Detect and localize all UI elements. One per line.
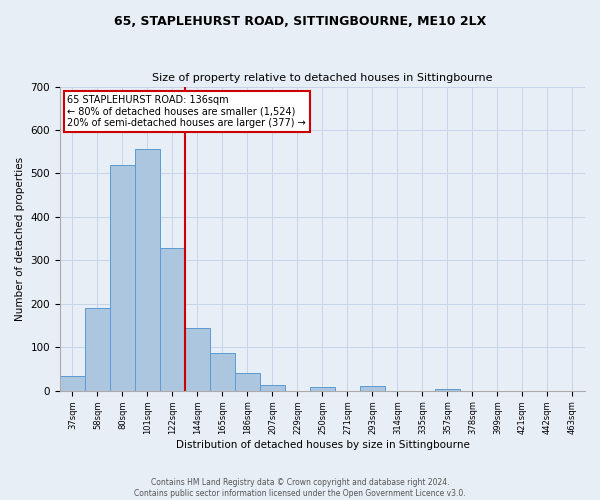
Bar [260, 384, 285, 390]
Bar [135, 148, 160, 390]
Bar [110, 165, 135, 390]
Bar [160, 248, 185, 390]
Bar [210, 353, 235, 391]
Text: 65, STAPLEHURST ROAD, SITTINGBOURNE, ME10 2LX: 65, STAPLEHURST ROAD, SITTINGBOURNE, ME1… [114, 15, 486, 28]
Bar [360, 386, 385, 390]
Bar [185, 328, 210, 390]
X-axis label: Distribution of detached houses by size in Sittingbourne: Distribution of detached houses by size … [176, 440, 469, 450]
Bar [60, 376, 85, 390]
Bar [235, 373, 260, 390]
Bar [435, 389, 460, 390]
Y-axis label: Number of detached properties: Number of detached properties [15, 156, 25, 320]
Text: Contains HM Land Registry data © Crown copyright and database right 2024.
Contai: Contains HM Land Registry data © Crown c… [134, 478, 466, 498]
Bar [310, 387, 335, 390]
Bar [85, 308, 110, 390]
Title: Size of property relative to detached houses in Sittingbourne: Size of property relative to detached ho… [152, 73, 493, 83]
Text: 65 STAPLEHURST ROAD: 136sqm
← 80% of detached houses are smaller (1,524)
20% of : 65 STAPLEHURST ROAD: 136sqm ← 80% of det… [67, 95, 306, 128]
